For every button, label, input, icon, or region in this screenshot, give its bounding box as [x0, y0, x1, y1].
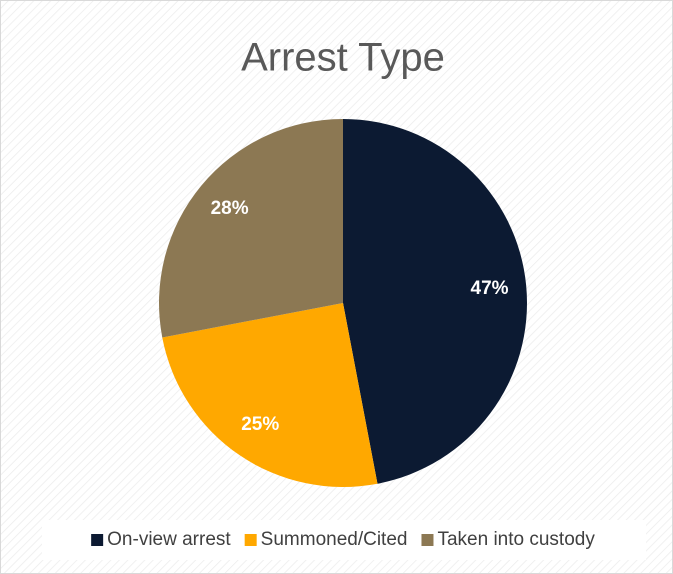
legend-swatch: [91, 534, 104, 546]
pie-slice: [343, 119, 527, 484]
pie-slice: [158, 119, 343, 338]
data-label: 28%: [211, 198, 249, 219]
legend-label: Taken into custody: [437, 529, 595, 550]
data-label: 47%: [471, 278, 509, 299]
legend-swatch: [244, 534, 257, 546]
pie-slice: [162, 303, 378, 487]
legend-swatch: [421, 534, 434, 546]
chart-title: Arrest Type: [241, 36, 445, 80]
legend-background: [42, 520, 646, 560]
data-label: 25%: [241, 414, 279, 435]
legend-label: On-view arrest: [107, 529, 231, 550]
legend-label: Summoned/Cited: [261, 529, 408, 550]
